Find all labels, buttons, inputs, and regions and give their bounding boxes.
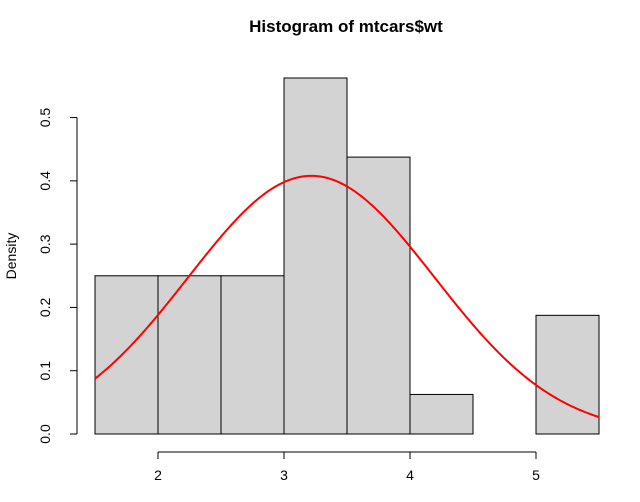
y-tick-label-6: 0.5: [37, 108, 53, 128]
x-tick-label-1: 2: [154, 467, 162, 483]
histogram-bar-5: [346, 156, 411, 435]
y-axis: 0.0 0.1 0.2 0.3 0.4 0.5: [37, 108, 78, 444]
histogram-bar-2: [157, 275, 222, 435]
bars-group: [94, 77, 600, 435]
chart-title: Histogram of mtcars$wt: [249, 17, 443, 36]
y-tick-label-3: 0.2: [37, 297, 53, 317]
histogram-bar-8: [535, 314, 600, 435]
histogram-bar-4: [283, 77, 348, 435]
density-curve: [94, 174, 600, 419]
x-axis: 2 3 4 5: [154, 451, 540, 483]
histogram-bar-1: [94, 275, 159, 435]
histogram-bar-3: [220, 275, 285, 435]
histogram-bar-6: [409, 393, 474, 435]
y-tick-label-2: 0.1: [37, 361, 53, 381]
y-tick-label-1: 0.0: [37, 424, 53, 444]
y-tick-label-5: 0.4: [37, 171, 53, 191]
x-tick-label-3: 4: [406, 467, 414, 483]
y-tick-label-4: 0.3: [37, 234, 53, 254]
y-axis-label: Density: [3, 233, 19, 280]
x-tick-label-4: 5: [532, 467, 540, 483]
x-tick-label-2: 3: [280, 467, 288, 483]
